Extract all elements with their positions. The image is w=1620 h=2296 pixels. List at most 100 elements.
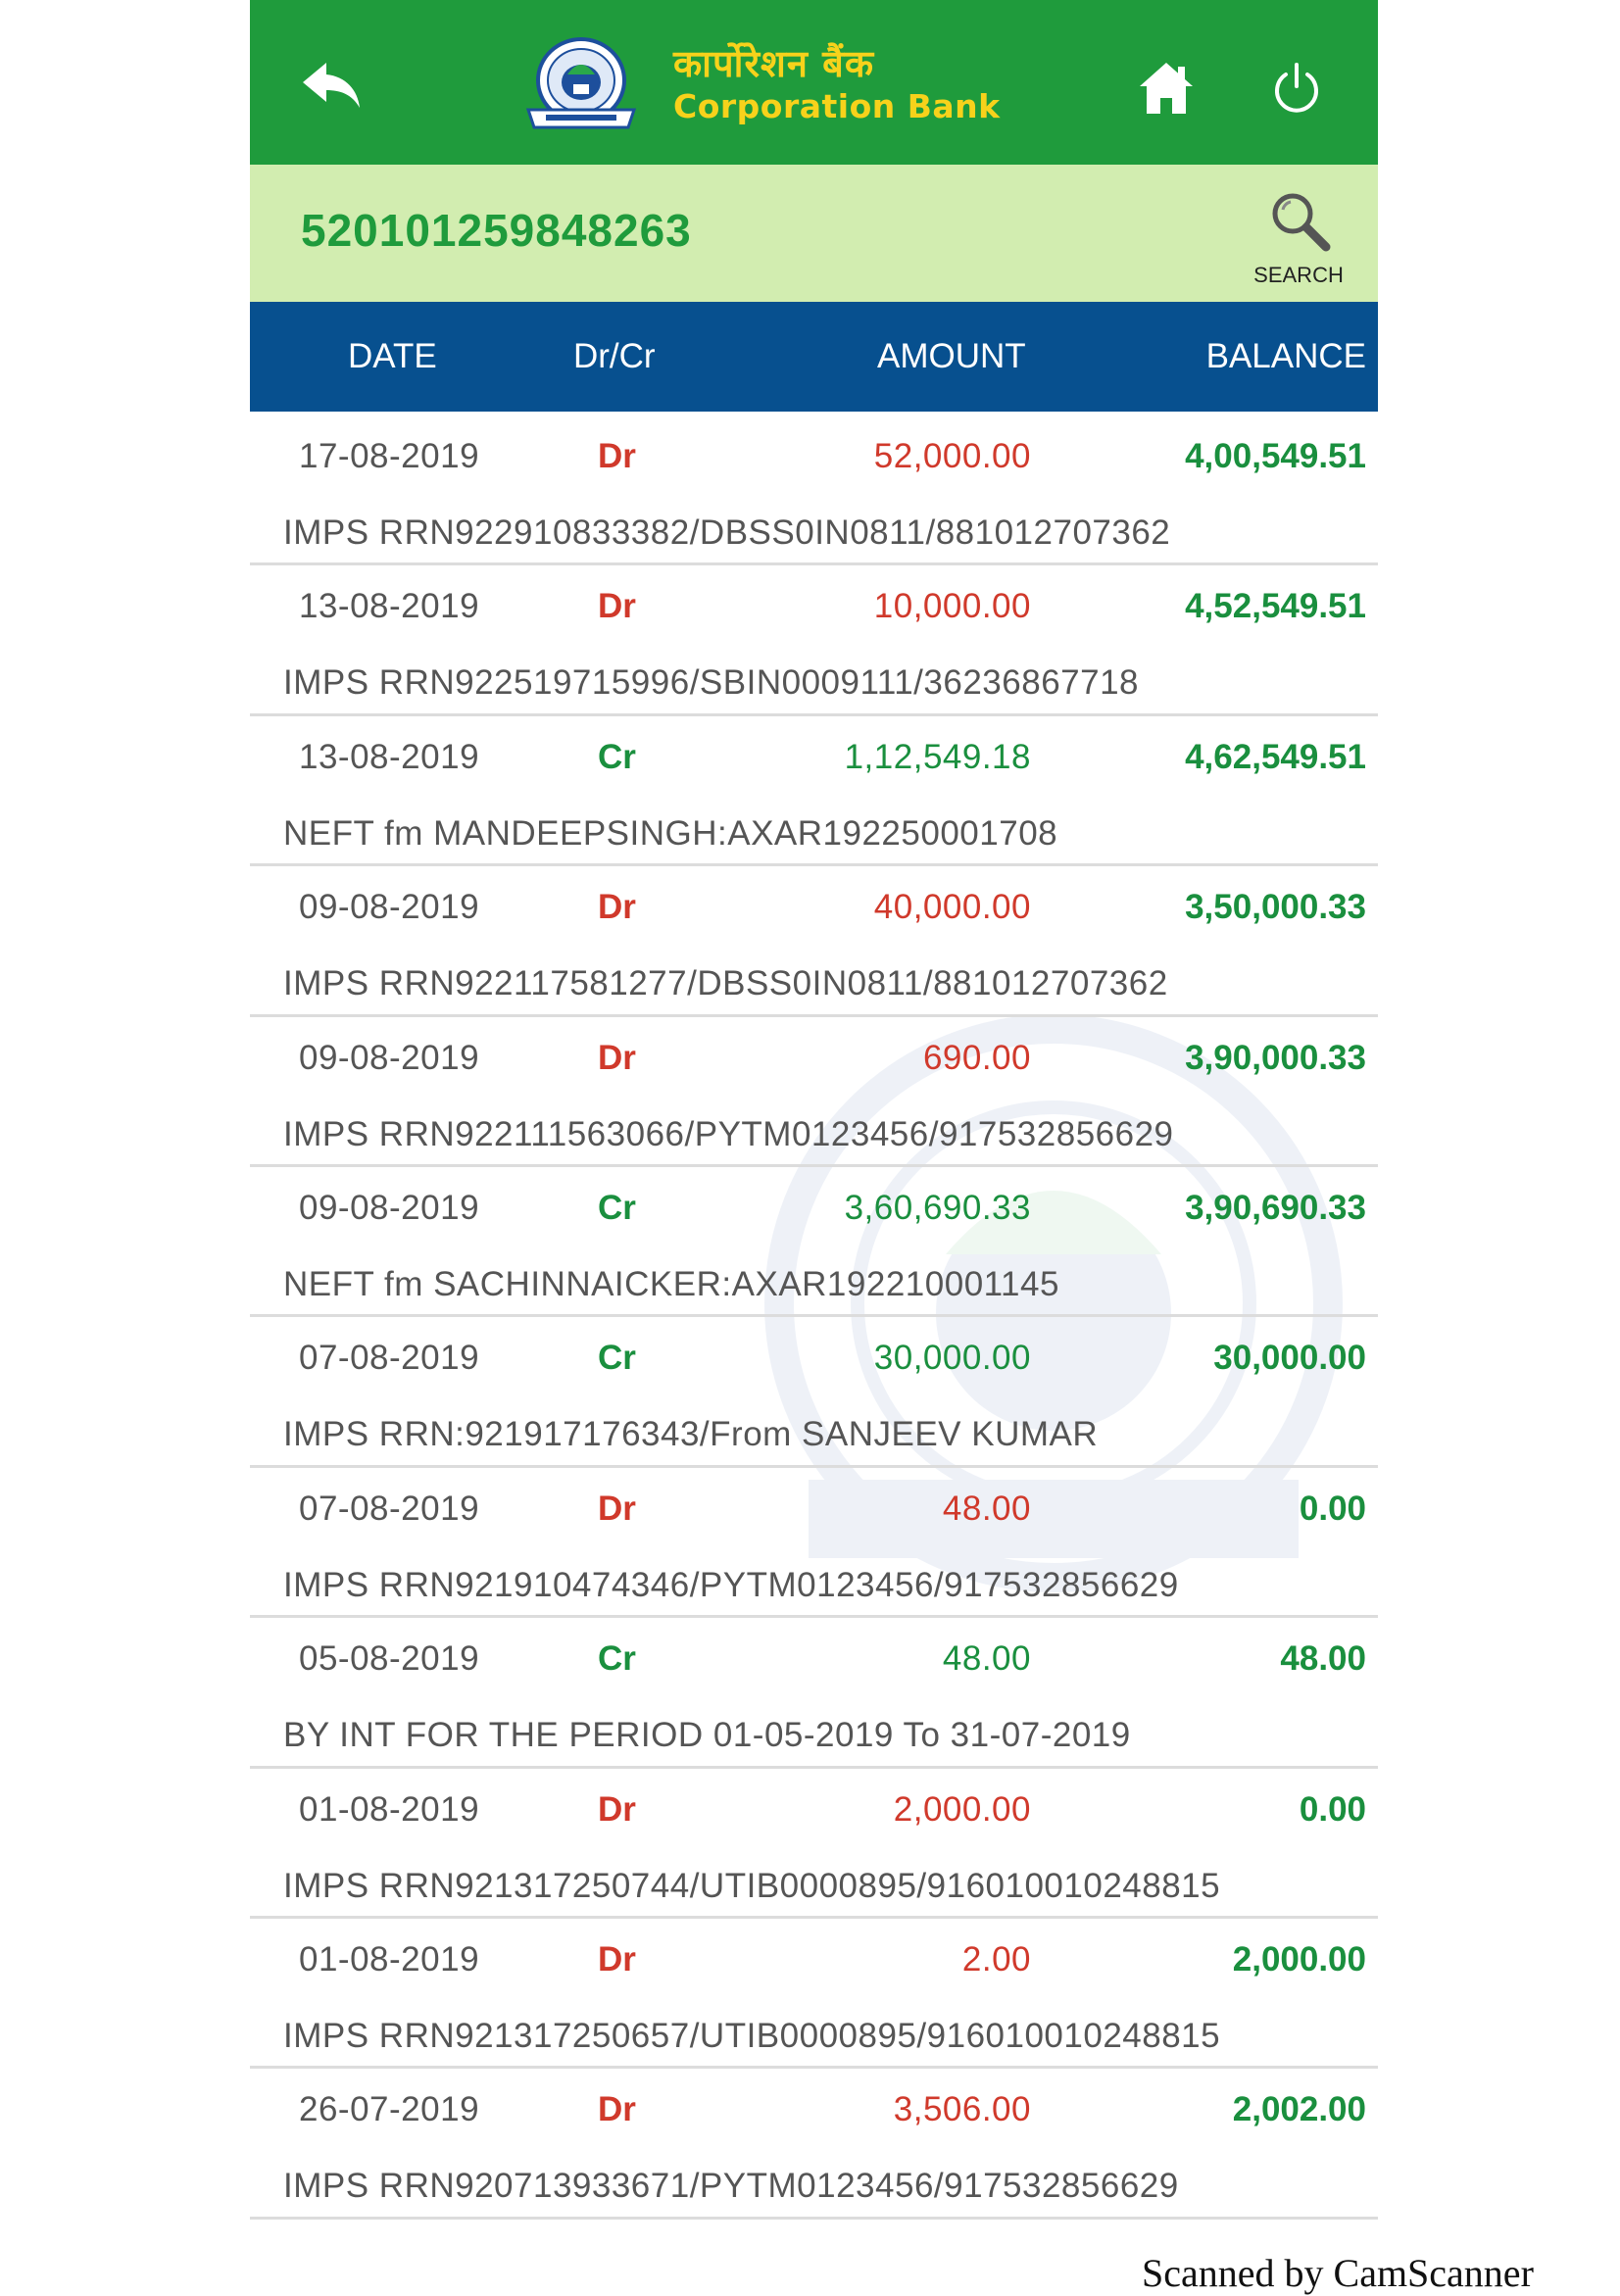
transaction-balance: 0.00 [1299,1489,1366,1528]
transaction-row[interactable]: 01-08-2019 Dr 2,000.00 0.00 IMPS RRN9213… [250,1769,1378,1919]
row-divider [250,562,1378,566]
transaction-date: 13-08-2019 [299,737,480,776]
transaction-amount: 52,000.00 [873,437,1031,475]
transaction-row[interactable]: 07-08-2019 Cr 30,000.00 30,000.00 IMPS R… [250,1317,1378,1468]
transaction-row[interactable]: 13-08-2019 Dr 10,000.00 4,52,549.51 IMPS… [250,565,1378,716]
transaction-type: Dr [598,1939,636,1978]
transaction-date: 05-08-2019 [299,1639,480,1679]
transaction-amount: 3,60,690.33 [844,1188,1031,1227]
transaction-date: 26-07-2019 [299,2090,480,2129]
transaction-amount: 2.00 [961,1939,1031,1978]
row-divider [250,863,1378,867]
transaction-date: 09-08-2019 [299,1188,480,1227]
transaction-type: Dr [598,587,636,626]
row-divider [250,1615,1378,1619]
transaction-date: 01-08-2019 [299,1789,480,1829]
transaction-description: NEFT fm SACHINNAICKER:AXAR192210001145 [283,1264,1059,1303]
transaction-date: 07-08-2019 [299,1339,480,1378]
transaction-row[interactable]: 09-08-2019 Dr 690.00 3,90,000.33 IMPS RR… [250,1017,1378,1167]
transaction-row[interactable]: 07-08-2019 Dr 48.00 0.00 IMPS RRN9219104… [250,1468,1378,1619]
transaction-type: Cr [598,737,636,776]
row-divider [250,1013,1378,1017]
app-header: कार्पोरेशन बैंक Corporation Bank [250,0,1378,165]
transaction-balance: 48.00 [1280,1639,1366,1679]
transaction-row[interactable]: 09-08-2019 Cr 3,60,690.33 3,90,690.33 NE… [250,1167,1378,1318]
transaction-amount: 2,000.00 [893,1789,1031,1829]
transaction-description: IMPS RRN921910474346/PYTM0123456/9175328… [283,1565,1179,1604]
row-divider [250,1163,1378,1167]
transaction-date: 13-08-2019 [299,587,480,626]
transaction-type: Dr [598,1789,636,1829]
power-icon [1275,63,1318,113]
back-arrow-icon [303,62,360,108]
transaction-amount: 30,000.00 [873,1339,1031,1378]
logout-button[interactable] [1262,54,1331,122]
account-number: 520101259848263 [301,205,692,256]
column-header-drcr: Dr/Cr [573,337,656,375]
transaction-balance: 3,90,690.33 [1185,1188,1366,1227]
transaction-balance: 4,52,549.51 [1185,587,1366,626]
row-divider [250,2216,1378,2220]
row-divider [250,1765,1378,1769]
transaction-date: 01-08-2019 [299,1939,480,1978]
search-button[interactable]: SEARCH [1240,182,1357,292]
transaction-amount: 48.00 [942,1639,1031,1679]
transaction-date: 17-08-2019 [299,437,480,475]
transaction-amount: 1,12,549.18 [844,737,1031,776]
transaction-row[interactable]: 09-08-2019 Dr 40,000.00 3,50,000.33 IMPS… [250,866,1378,1017]
transaction-type: Dr [598,437,636,475]
transaction-balance: 2,002.00 [1232,2090,1366,2129]
transaction-amount: 40,000.00 [873,888,1031,927]
transaction-type: Dr [598,888,636,927]
transaction-date: 09-08-2019 [299,1038,480,1077]
transaction-amount: 10,000.00 [873,587,1031,626]
transaction-row[interactable]: 05-08-2019 Cr 48.00 48.00 BY INT FOR THE… [250,1618,1378,1769]
transaction-list: 17-08-2019 Dr 52,000.00 4,00,549.51 IMPS… [250,415,1378,2220]
transaction-type: Dr [598,2090,636,2129]
column-header-amount: AMOUNT [877,337,1026,375]
row-divider [250,1314,1378,1318]
transaction-type: Cr [598,1639,636,1679]
scanner-watermark-text: Scanned by CamScanner [1142,2251,1534,2295]
transaction-description: IMPS RRN922910833382/DBSS0IN0811/8810127… [283,513,1171,552]
transaction-description: IMPS RRN:921917176343/From SANJEEV KUMAR [283,1415,1099,1454]
transaction-amount: 48.00 [942,1489,1031,1528]
transaction-row[interactable]: 26-07-2019 Dr 3,506.00 2,002.00 IMPS RRN… [250,2069,1378,2220]
search-label: SEARCH [1253,263,1344,287]
transaction-balance: 3,50,000.33 [1185,888,1366,927]
transaction-description: NEFT fm MANDEEPSINGH:AXAR192250001708 [283,813,1058,853]
transaction-description: IMPS RRN921317250744/UTIB0000895/9160100… [283,1866,1221,1905]
transaction-balance: 0.00 [1299,1789,1366,1829]
account-bar: 520101259848263 SEARCH [250,165,1378,302]
row-divider [250,1915,1378,1919]
transaction-description: IMPS RRN922519715996/SBIN0009111/3623686… [283,663,1140,703]
home-icon [1140,63,1193,114]
transaction-type: Dr [598,1489,636,1528]
transaction-type: Cr [598,1339,636,1378]
brand-hindi-name: कार्पोरेशन बैंक [673,42,875,85]
transaction-type: Cr [598,1188,636,1227]
brand-english-name: Corporation Bank [673,87,1001,125]
transaction-balance: 4,00,549.51 [1185,437,1366,475]
transaction-description: IMPS RRN920713933671/PYTM0123456/9175328… [283,2167,1179,2206]
bank-app-screen: कार्पोरेशन बैंक Corporation Bank 5201012… [250,0,1378,2244]
transaction-amount: 3,506.00 [893,2090,1031,2129]
transaction-balance: 3,90,000.33 [1185,1038,1366,1077]
transaction-row[interactable]: 13-08-2019 Cr 1,12,549.18 4,62,549.51 NE… [250,716,1378,867]
transaction-balance: 4,62,549.51 [1185,737,1366,776]
column-header-balance: BALANCE [1205,337,1366,375]
bank-logo-emblem [525,37,637,129]
search-icon [1272,193,1331,252]
transaction-description: IMPS RRN922117581277/DBSS0IN0811/8810127… [283,964,1168,1003]
row-divider [250,1464,1378,1468]
transaction-date: 09-08-2019 [299,888,480,927]
home-button[interactable] [1132,54,1201,122]
transaction-balance: 2,000.00 [1232,1939,1366,1978]
column-header-date: DATE [348,337,437,375]
transaction-balance: 30,000.00 [1213,1339,1366,1378]
transaction-row[interactable]: 01-08-2019 Dr 2.00 2,000.00 IMPS RRN9213… [250,1919,1378,2070]
transaction-row[interactable]: 17-08-2019 Dr 52,000.00 4,00,549.51 IMPS… [250,415,1378,566]
transaction-type: Dr [598,1038,636,1077]
back-button[interactable] [297,54,366,118]
bank-brand: कार्पोरेशन बैंक Corporation Bank [673,41,1065,127]
